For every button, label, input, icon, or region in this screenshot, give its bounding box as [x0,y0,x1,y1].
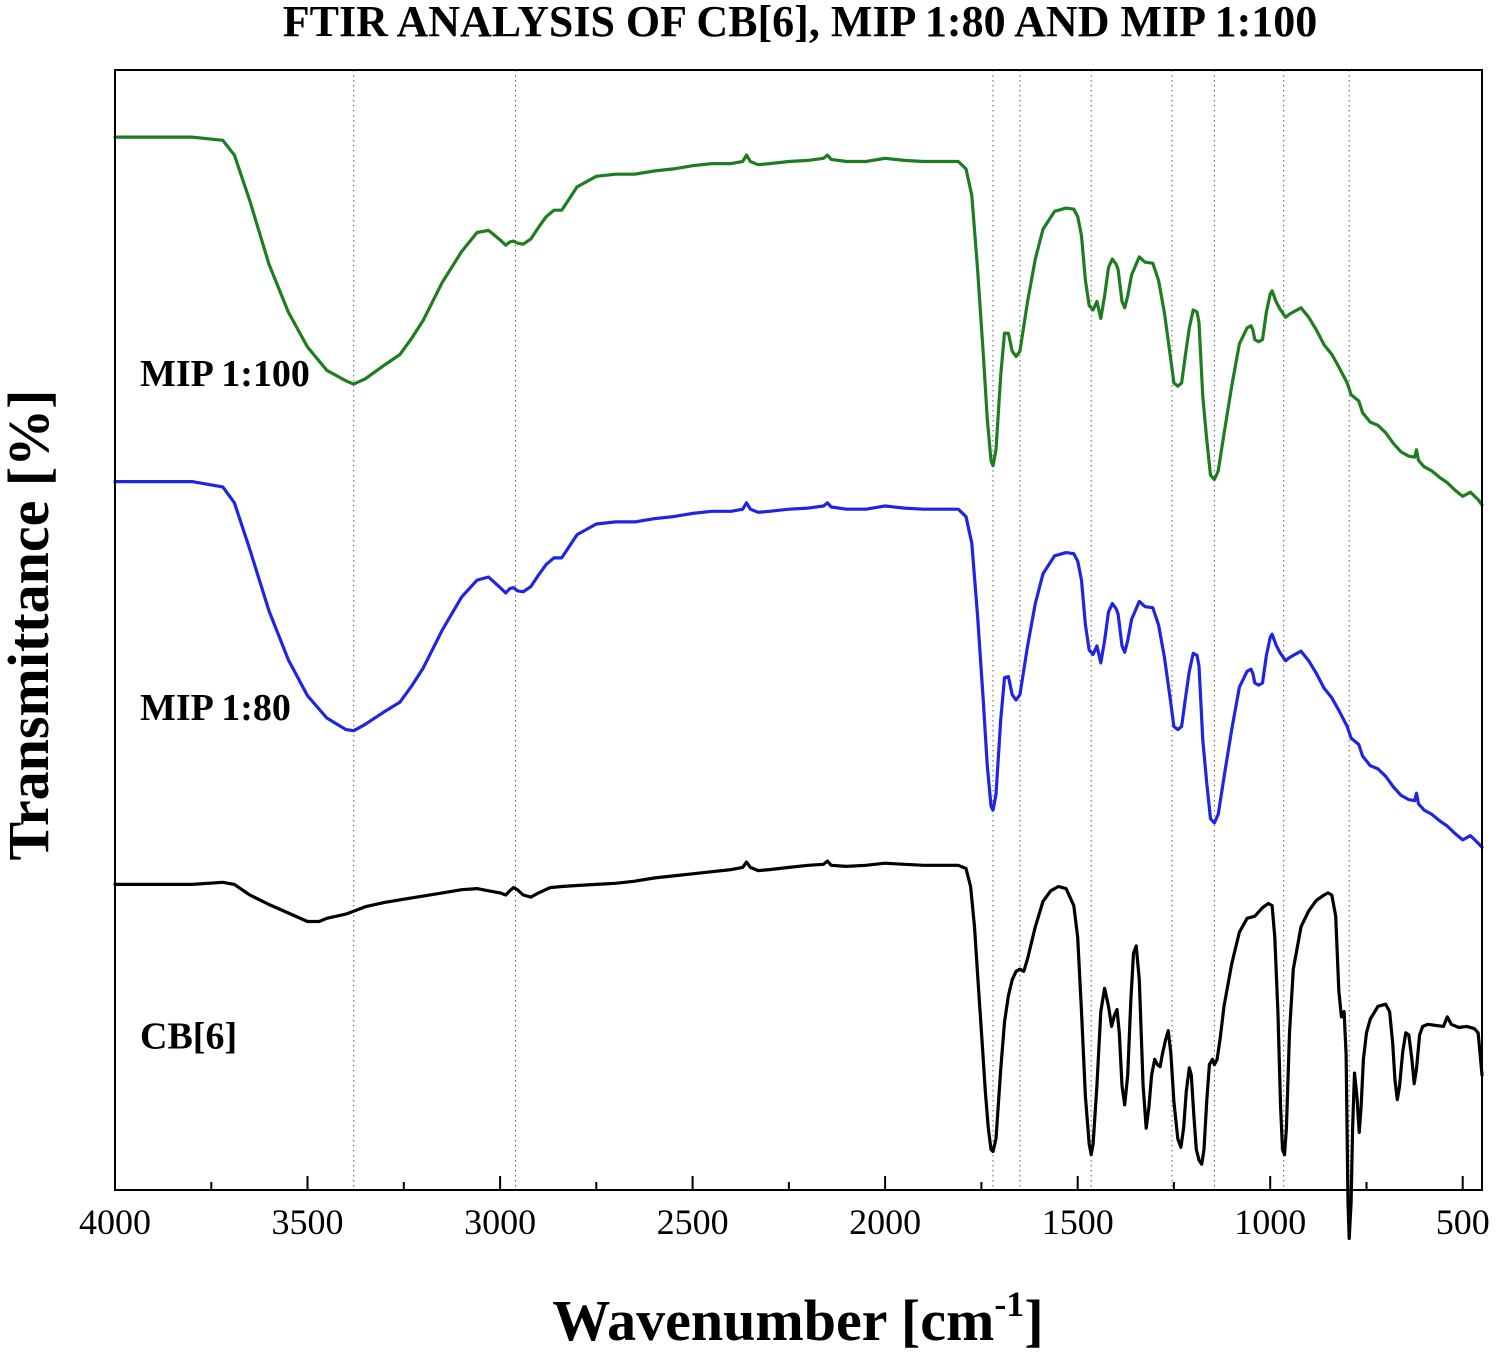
x-axis-title: Wavenumber [cm-1] [552,1284,1043,1353]
spectra [113,135,1484,1240]
x-tick-label-2500: 2500 [657,1202,729,1242]
x-axis-tick-labels: 4000 3500 3000 2500 2000 1500 1000 500 [79,1202,1490,1242]
series-line-cb-6 [113,859,1484,1240]
x-tick-label-3500: 3500 [272,1202,344,1242]
series-label-cb-6: CB[6] [140,1016,237,1058]
x-axis-title-main: Wavenumber [cm [552,1288,994,1353]
series-labels: MIP 1:100 MIP 1:80 CB[6] [140,353,310,1057]
x-tick-label-3000: 3000 [464,1202,536,1242]
series-line-mip-1-100 [113,135,1484,507]
series-line-mip-1-80 [113,480,1484,849]
x-tick-label-4000: 4000 [79,1202,151,1242]
chart-title: FTIR ANALYSIS OF CB[6], MIP 1:80 AND MIP… [283,0,1317,46]
x-axis-ticks [114,1176,1464,1190]
series-label-mip-1-100: MIP 1:100 [140,353,310,395]
x-tick-label-2000: 2000 [849,1202,921,1242]
x-tick-label-500: 500 [1436,1202,1490,1242]
y-axis-title: Transmittance [%] [0,390,61,861]
reference-lines [353,70,1350,1190]
x-tick-label-1500: 1500 [1042,1202,1114,1242]
x-axis-title-superscript: -1 [994,1284,1024,1324]
series-label-mip-1-80: MIP 1:80 [140,687,291,729]
x-tick-label-1000: 1000 [1234,1202,1306,1242]
plot-frame [114,69,1483,1191]
x-axis-title-end: ] [1024,1288,1043,1353]
